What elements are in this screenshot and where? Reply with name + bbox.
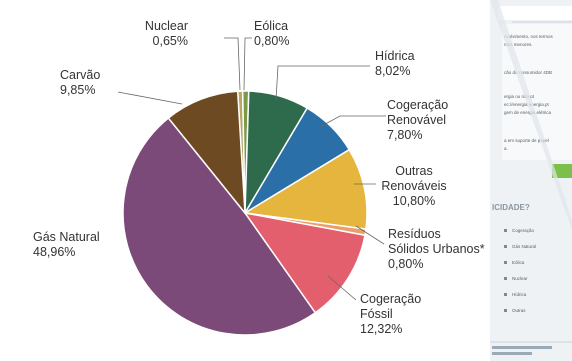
chart-panel: Nuclear 0,65% Eólica 0,80% Hídrica 8,02% Coger… [33,19,485,336]
webpage-list-item: Cogeração [512,228,535,233]
leader-line [327,275,357,301]
webpage-text-snippets: nvolvimento, nos termos ntos menores. cão … [504,34,554,151]
slice-label-6: Resíduos Sólidos Urbanos* 0,80% [388,227,485,271]
pie-chart: Nuclear 0,65% Eólica 0,80% Hídrica 8,02% Coger… [33,19,485,336]
pie-slice-outras-renov-veis [242,148,368,231]
webpage-list: Cogeração Gás Natural Eólica Nuclear Hídrica… [504,228,536,313]
webpage-heading: ICIDADE? [492,203,530,212]
webpage-snippet: ergia ou não pt [504,94,535,99]
green-banner [552,164,572,178]
webpage-list-item: Nuclear [512,276,528,281]
webpage-snippet: a. [504,146,508,151]
slice-label-7: Cogeração Fóssil 12,32% [360,292,421,336]
webpage-snippet: ntos menores. [504,42,533,47]
webpage-list-item: Hídrica [512,292,527,297]
list-bullet [504,293,507,296]
leader-line [117,91,183,105]
webpage-snippet: a em suporte de papel [504,138,549,143]
background-webpage-panel: nvolvimento, nos termos ntos menores. cão … [490,0,572,361]
list-bullet [504,309,507,312]
slice-label-8: Gás Natural 48,96% [33,230,100,259]
page-curl-shadow [490,0,572,230]
webpage-list-item: Outras [512,308,526,313]
slice-labels: Nuclear 0,65% Eólica 0,80% Hídrica 8,02% Coger… [33,19,485,336]
leader-line [224,37,241,91]
list-bullet [504,261,507,264]
leader-line [243,37,252,91]
slice-label-9: Carvão 9,85% [60,68,100,97]
leader-line [317,115,386,129]
list-bullet [504,245,507,248]
webpage-snippet: cão do consumidor 4DB [504,70,552,75]
slice-label-5: Outras Renováveis 10,80% [381,164,446,208]
pie-slice-g-s-natural [122,116,317,336]
webpage-snippet: nvolvimento, nos termos [504,34,554,39]
list-bullet [504,229,507,232]
slice-label-2: Eólica 0,80% [254,19,289,48]
webpage-snippet: ec://energia energia.pt [504,102,550,107]
pie-slice-carv-o [167,90,246,216]
webpage-snippet: gem de energia elétrica [504,110,552,115]
slice-label-4: Cogeração Renovável 7,80% [387,98,448,142]
list-bullet [504,277,507,280]
pie-slices [122,90,368,336]
slice-label-1: Nuclear 0,65% [145,19,188,48]
pie-slice-cogera-o-f-ssil [243,211,366,314]
leader-line [355,225,385,245]
slice-label-3: Hídrica 8,02% [375,49,415,78]
leader-line [275,65,370,101]
webpage-list-item: Eólica [512,260,525,265]
webpage-list-item: Gás Natural [512,244,536,249]
leader-lines [117,37,386,301]
webpage-snapshot: nvolvimento, nos termos ntos menores. cão … [490,0,572,361]
